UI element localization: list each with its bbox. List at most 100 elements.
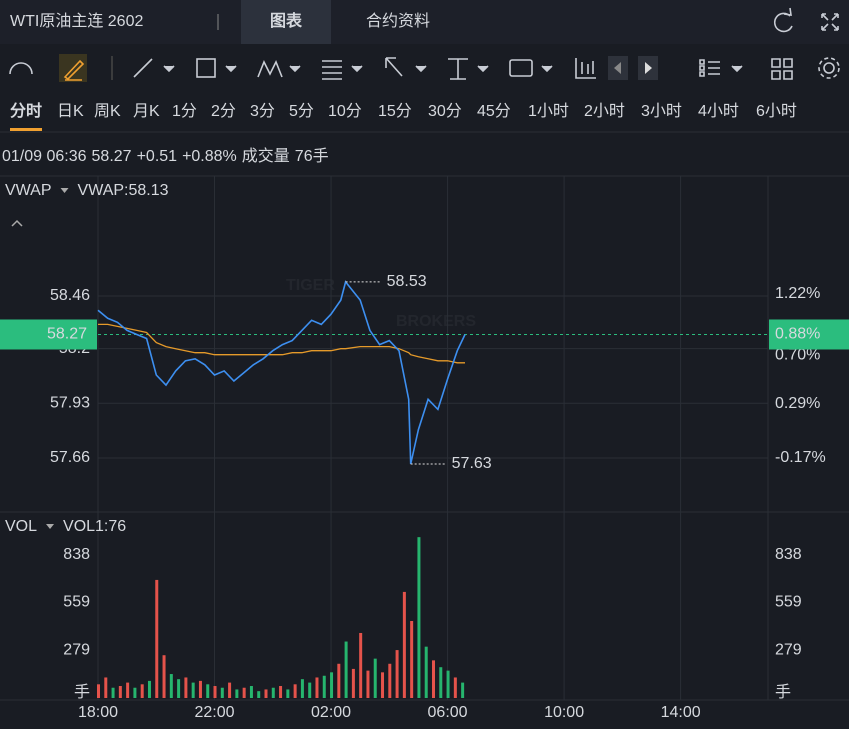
timeframe[interactable]: 1小时 bbox=[528, 102, 569, 120]
y-tick-label: 838 bbox=[63, 546, 90, 563]
active-tab-bg[interactable] bbox=[241, 0, 331, 44]
volume-bar bbox=[213, 686, 217, 698]
y-tick-label: 57.66 bbox=[50, 449, 90, 466]
y2-tick-label: 559 bbox=[775, 594, 802, 611]
layout-tool[interactable] bbox=[699, 59, 720, 77]
pattern-tool[interactable] bbox=[257, 60, 283, 78]
timeframe[interactable]: 15分 bbox=[378, 102, 412, 120]
volume-bar bbox=[118, 686, 122, 698]
volume-bar bbox=[228, 682, 232, 698]
dropdown-carets bbox=[163, 65, 743, 73]
pct-badge bbox=[769, 319, 849, 350]
volume-bar bbox=[286, 689, 290, 698]
text-tool[interactable] bbox=[509, 59, 533, 77]
timeframe[interactable]: 1分 bbox=[172, 102, 197, 120]
expand-icon[interactable] bbox=[821, 13, 839, 31]
info-change: +0.51 bbox=[137, 148, 178, 165]
volume-bar bbox=[446, 670, 450, 698]
indicator-tool[interactable] bbox=[575, 58, 596, 79]
timeframe[interactable]: 5分 bbox=[289, 102, 314, 120]
volume-bar bbox=[402, 591, 406, 698]
volume-bar bbox=[432, 660, 435, 698]
y-tick-label: 559 bbox=[63, 594, 90, 611]
fib-tool[interactable] bbox=[322, 60, 342, 80]
price-badge-label: 58.27 bbox=[47, 326, 87, 343]
x-tick-label: 10:00 bbox=[544, 704, 584, 721]
volume-bar bbox=[177, 679, 181, 698]
collapse-caret bbox=[11, 219, 23, 227]
volume-bar bbox=[184, 677, 188, 698]
legend-value: VOL1:76 bbox=[63, 518, 126, 535]
volume-bar bbox=[97, 684, 100, 698]
refresh-icon[interactable] bbox=[773, 7, 793, 33]
volume-bar bbox=[111, 687, 115, 698]
timeframe[interactable]: 45分 bbox=[477, 102, 511, 120]
timeframe[interactable]: 周K bbox=[94, 103, 121, 120]
volume-bar bbox=[133, 687, 137, 698]
gauge-icon[interactable] bbox=[9, 62, 33, 75]
price-line-series bbox=[97, 280, 466, 465]
volume-bar bbox=[308, 682, 312, 698]
volume-bar bbox=[461, 682, 465, 698]
timeframe[interactable]: 3小时 bbox=[641, 102, 682, 120]
volume-bar bbox=[315, 677, 319, 698]
volume-bar bbox=[330, 672, 334, 698]
tab[interactable]: 合约资料 bbox=[366, 12, 430, 30]
x-tick-label: 06:00 bbox=[428, 704, 468, 721]
x-tick-label: 02:00 bbox=[311, 704, 351, 721]
pen-icon[interactable] bbox=[63, 59, 85, 81]
timeframe[interactable]: 2分 bbox=[211, 102, 236, 120]
charts: 18:00 22:00 02:00 06:00 10:00 14:00 VWAP VWAP:5… bbox=[0, 175, 849, 721]
volume-bar bbox=[155, 579, 159, 698]
volume-bar bbox=[373, 658, 377, 698]
volume-bar bbox=[395, 650, 399, 698]
timeframe[interactable]: 4小时 bbox=[698, 102, 739, 120]
volume-bar bbox=[249, 686, 253, 698]
timeframe[interactable]: 2小时 bbox=[584, 102, 625, 120]
line-tool[interactable] bbox=[133, 58, 153, 78]
timeframe[interactable]: 6小时 bbox=[756, 102, 797, 120]
timeframes: 分时 日K 周K 月K 1分 2分 3分 5分 10分 15分 30分 45分 1小时 2小时 3小时 4小时… bbox=[10, 102, 797, 131]
timeframe[interactable]: 月K bbox=[133, 103, 160, 120]
volume-bar bbox=[198, 680, 202, 698]
timeframe[interactable]: 日K bbox=[57, 103, 84, 120]
timeframe[interactable]: 10分 bbox=[328, 102, 362, 120]
info-volume-label: 成交量 bbox=[242, 147, 290, 165]
timeframe[interactable]: 3分 bbox=[250, 102, 275, 120]
watermark: TIGER bbox=[286, 277, 335, 294]
x-tick-label: 18:00 bbox=[78, 704, 118, 721]
volume-bar bbox=[140, 684, 144, 698]
volume-bar bbox=[300, 679, 304, 698]
y2-tick-label: 0.29% bbox=[775, 395, 820, 412]
settings-icon[interactable] bbox=[823, 62, 835, 74]
volume-bar bbox=[359, 632, 363, 698]
timeframe[interactable]: 分时 bbox=[10, 102, 42, 120]
y2-tick-label: 838 bbox=[775, 546, 802, 563]
info-row: 01/09 06:36 58.27 +0.51 +0.88% 成交量 76手 bbox=[2, 147, 329, 165]
annotation-label: 58.53 bbox=[387, 273, 427, 290]
timeframe[interactable]: 30分 bbox=[428, 102, 462, 120]
header-bar bbox=[0, 0, 849, 44]
active-underline bbox=[10, 128, 43, 131]
price-badge bbox=[0, 319, 97, 350]
grid-tool[interactable] bbox=[771, 58, 793, 80]
tab[interactable]: 图表 bbox=[270, 11, 303, 30]
volume-bar bbox=[264, 689, 268, 698]
volume-bar bbox=[126, 682, 130, 698]
y2-tick-label: 279 bbox=[775, 641, 802, 658]
annotation-label: 57.63 bbox=[452, 455, 492, 472]
volume-bar bbox=[388, 663, 392, 698]
volume-bar bbox=[279, 686, 283, 698]
measure-tool[interactable] bbox=[448, 58, 468, 80]
volume-bar bbox=[191, 682, 195, 698]
rect-tool[interactable] bbox=[196, 58, 216, 78]
volume-bar bbox=[104, 677, 108, 698]
info-price: 58.27 bbox=[92, 148, 132, 165]
info-time: 01/09 06:36 bbox=[2, 148, 87, 165]
volume-bar bbox=[242, 687, 246, 698]
volume-bar bbox=[235, 689, 239, 698]
arrow-tool[interactable] bbox=[385, 57, 403, 77]
volume-bar bbox=[220, 687, 224, 698]
